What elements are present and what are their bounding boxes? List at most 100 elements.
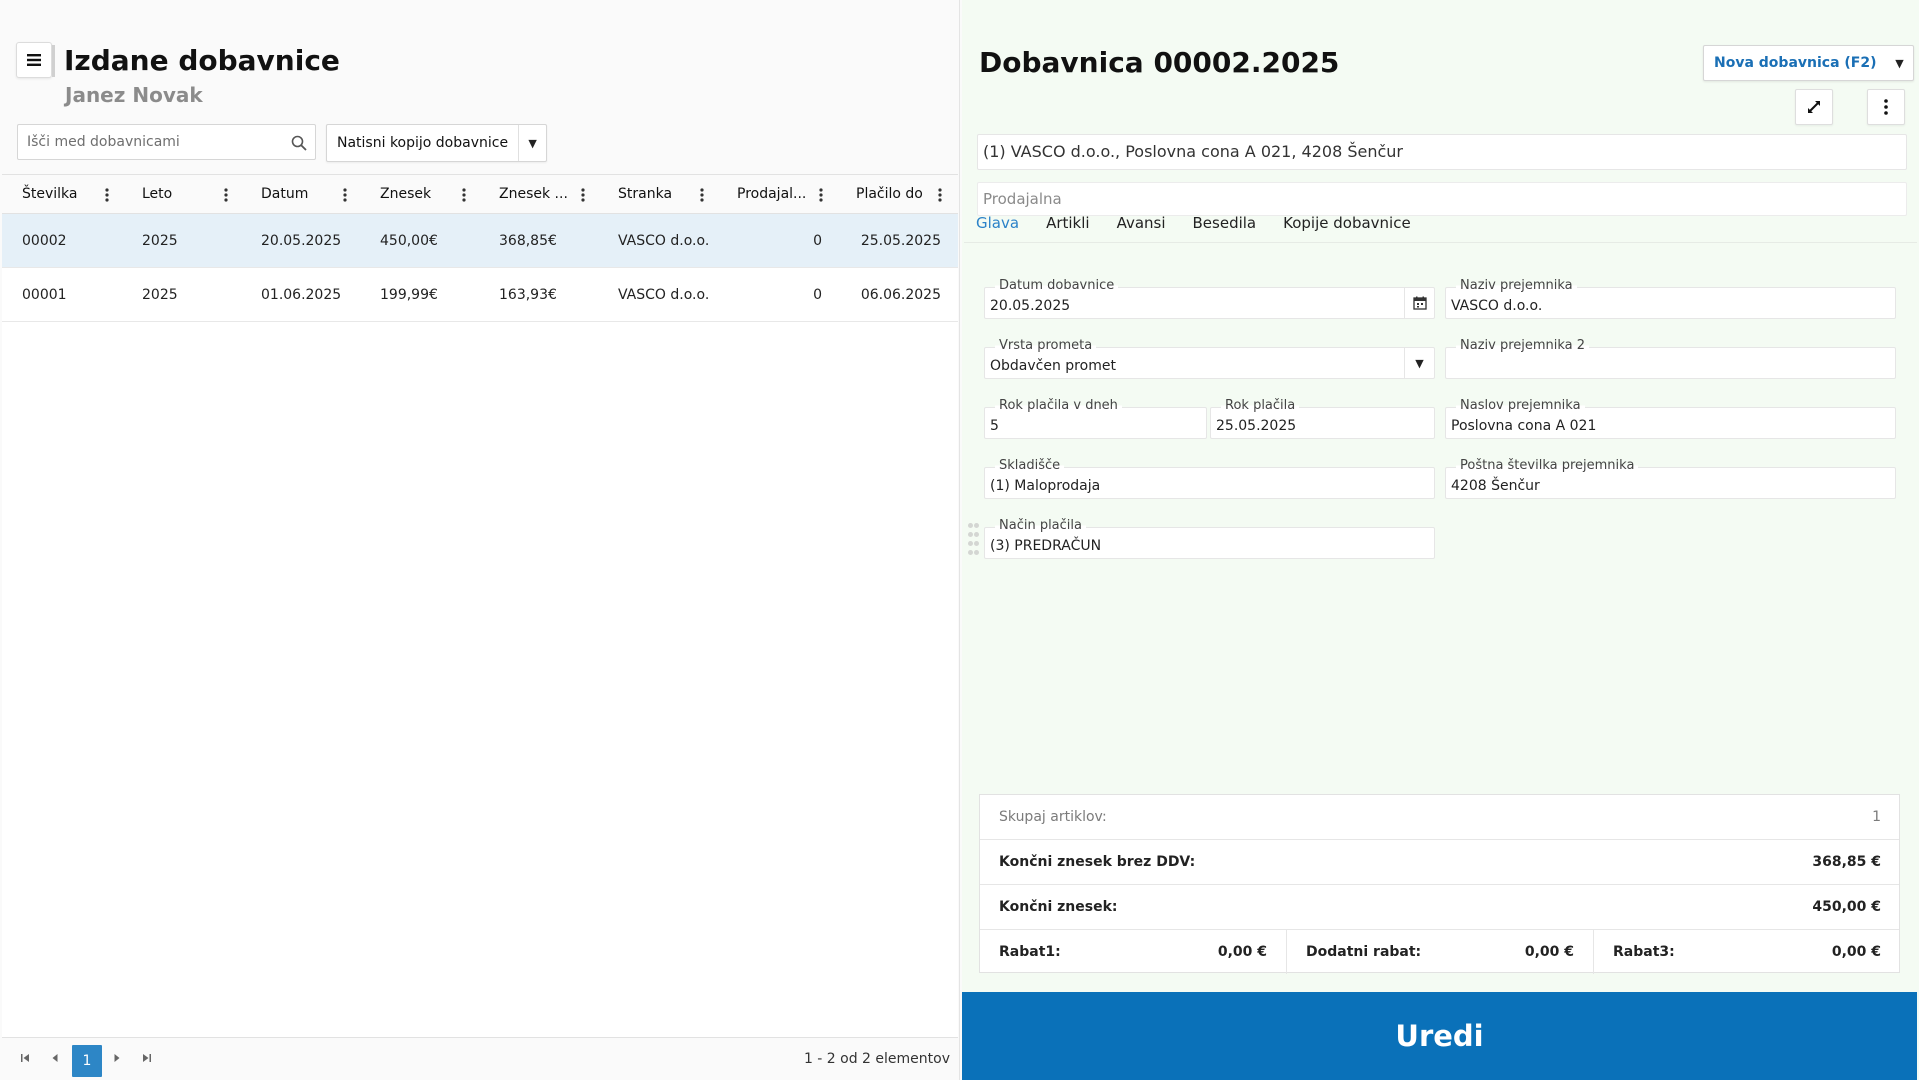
last-page-icon[interactable] (140, 1051, 154, 1065)
store-input[interactable] (978, 183, 1906, 215)
cell-datum: 20.05.2025 (261, 232, 342, 249)
delivery-note-detail-panel: Dobavnica 00002.2025 Nova dobavnica (F2)… (962, 0, 1919, 1080)
expand-button[interactable] (1795, 89, 1833, 125)
next-page-icon[interactable] (110, 1051, 124, 1065)
cell-placilo-do: 06.06.2025 (860, 286, 941, 303)
page-title: Izdane dobavnice (64, 44, 340, 77)
menu-button[interactable] (16, 42, 55, 78)
delivery-notes-list-panel: Izdane dobavnice Janez Novak Natisni kop… (0, 0, 960, 1080)
header-form: Datum dobavnice 20.05.2025 Vrsta prometa… (964, 242, 1917, 792)
recipient-name-field[interactable]: Naziv prejemnika VASCO d.o.o. (1445, 278, 1896, 319)
additional-discount-cell: Dodatni rabat: 0,00 € (1287, 930, 1594, 974)
payment-due-field[interactable]: Rok plačila 25.05.2025 (1210, 398, 1435, 439)
column-header-leto[interactable]: Leto (122, 175, 241, 213)
recipient-address-field[interactable]: Naslov prejemnika Poslovna cona A 021 (1445, 398, 1896, 439)
cell-znesek-neto: 163,93€ (499, 286, 557, 303)
document-title: Dobavnica 00002.2025 (979, 46, 1340, 79)
delivery-notes-grid: Številka Leto Datum Znesek Znesek ... St… (2, 174, 958, 322)
grid-empty-area (2, 322, 958, 1037)
column-header-prodajalna[interactable]: Prodajal... (717, 175, 836, 213)
cell-stevilka: 00001 (22, 286, 67, 303)
more-vertical-icon[interactable] (814, 187, 828, 203)
recipient-postal-field[interactable]: Poštna številka prejemnika 4208 Šenčur (1445, 458, 1896, 499)
new-delivery-note-button[interactable]: Nova dobavnica (F2) (1714, 55, 1877, 71)
cell-stranka: VASCO d.o.o. (618, 232, 710, 249)
customer-field[interactable]: (1) VASCO d.o.o., Poslovna cona A 021, 4… (977, 134, 1907, 170)
expand-icon (1808, 101, 1820, 113)
caret-down-icon: ▼ (528, 136, 537, 150)
column-header-znesek[interactable]: Znesek (360, 175, 479, 213)
prev-page-icon[interactable] (48, 1051, 62, 1065)
more-vertical-icon[interactable] (100, 187, 114, 203)
hamburger-icon (27, 54, 41, 66)
table-row[interactable]: 00002 2025 20.05.2025 450,00€ 368,85€ VA… (2, 214, 958, 268)
cell-leto: 2025 (142, 232, 178, 249)
page-number-current[interactable]: 1 (72, 1045, 102, 1077)
more-vertical-icon[interactable] (219, 187, 233, 203)
total-items-row: Skupaj artiklov: 1 (980, 795, 1899, 840)
new-delivery-note-dropdown[interactable]: ▼ (1887, 46, 1913, 80)
store-field (977, 182, 1907, 216)
discount-1-cell: Rabat1: 0,00 € (980, 930, 1287, 974)
totals-panel: Skupaj artiklov: 1 Končni znesek brez DD… (979, 794, 1900, 974)
grid-header: Številka Leto Datum Znesek Znesek ... St… (2, 174, 958, 214)
table-row[interactable]: 00001 2025 01.06.2025 199,99€ 163,93€ VA… (2, 268, 958, 322)
drag-handle-icon[interactable] (968, 521, 980, 563)
search-icon[interactable] (291, 135, 307, 151)
edit-button[interactable]: Uredi (962, 992, 1917, 1080)
more-vertical-icon[interactable] (695, 187, 709, 203)
cell-prodajalna: 0 (813, 286, 822, 303)
warehouse-field[interactable]: Skladišče (1) Maloprodaja (984, 458, 1435, 499)
payment-method-field[interactable]: Način plačila (3) PREDRAČUN (984, 518, 1435, 559)
cell-znesek-neto: 368,85€ (499, 232, 557, 249)
search-box (17, 124, 316, 160)
more-vertical-icon[interactable] (338, 187, 352, 203)
cell-stranka: VASCO d.o.o. (618, 286, 710, 303)
caret-down-icon: ▼ (1895, 56, 1904, 70)
payment-days-field[interactable]: Rok plačila v dneh 5 (984, 398, 1207, 439)
total-gross-value: 450,00 € (1812, 899, 1881, 915)
new-delivery-note-split-button: Nova dobavnica (F2) ▼ (1703, 45, 1914, 81)
more-vertical-icon[interactable] (933, 187, 947, 203)
column-header-datum[interactable]: Datum (241, 175, 360, 213)
tab-glava[interactable]: Glava (976, 214, 1020, 232)
total-gross-row: Končni znesek: 450,00 € (980, 885, 1899, 930)
more-vertical-icon[interactable] (576, 187, 590, 203)
print-copy-button[interactable]: Natisni kopijo dobavnice (337, 135, 509, 151)
cell-stevilka: 00002 (22, 232, 67, 249)
cell-leto: 2025 (142, 286, 178, 303)
calendar-icon[interactable] (1404, 288, 1434, 318)
caret-down-icon[interactable]: ▼ (1404, 348, 1434, 378)
recipient-name-2-field[interactable]: Naziv prejemnika 2 (1445, 338, 1896, 379)
delivery-date-field[interactable]: Datum dobavnice 20.05.2025 (984, 278, 1435, 319)
tab-avansi[interactable]: Avansi (1116, 214, 1166, 232)
column-header-stevilka[interactable]: Številka (2, 175, 122, 213)
pager-info: 1 - 2 od 2 elementov (803, 1051, 950, 1067)
transaction-type-select[interactable]: Vrsta prometa Obdavčen promet ▼ (984, 338, 1435, 379)
pager: 1 1 - 2 od 2 elementov (2, 1037, 958, 1080)
more-vertical-icon[interactable] (457, 187, 471, 203)
column-header-znesek-neto[interactable]: Znesek ... (479, 175, 598, 213)
first-page-icon[interactable] (18, 1051, 32, 1065)
cell-znesek: 450,00€ (380, 232, 438, 249)
tab-kopije[interactable]: Kopije dobavnice (1283, 214, 1411, 232)
user-name: Janez Novak (65, 83, 203, 107)
cell-datum: 01.06.2025 (261, 286, 342, 303)
column-header-stranka[interactable]: Stranka (598, 175, 717, 213)
discount-3-cell: Rabat3: 0,00 € (1613, 944, 1881, 960)
total-net-value: 368,85 € (1812, 854, 1881, 870)
tab-artikli[interactable]: Artikli (1046, 214, 1090, 232)
more-options-button[interactable] (1867, 89, 1905, 125)
print-copy-dropdown[interactable]: ▼ (518, 125, 546, 161)
column-header-placilo-do[interactable]: Plačilo do (836, 175, 955, 213)
cell-znesek: 199,99€ (380, 286, 438, 303)
cell-placilo-do: 25.05.2025 (860, 232, 941, 249)
more-vertical-icon (1884, 99, 1888, 115)
discount-row: Rabat1: 0,00 € Dodatni rabat: 0,00 € Rab… (980, 930, 1899, 974)
print-copy-split-button: Natisni kopijo dobavnice ▼ (326, 124, 548, 162)
cell-prodajalna: 0 (813, 232, 822, 249)
total-net-row: Končni znesek brez DDV: 368,85 € (980, 840, 1899, 885)
tab-besedila[interactable]: Besedila (1192, 214, 1257, 232)
detail-tabs: Glava Artikli Avansi Besedila Kopije dob… (976, 213, 1438, 241)
search-input[interactable] (18, 125, 315, 159)
